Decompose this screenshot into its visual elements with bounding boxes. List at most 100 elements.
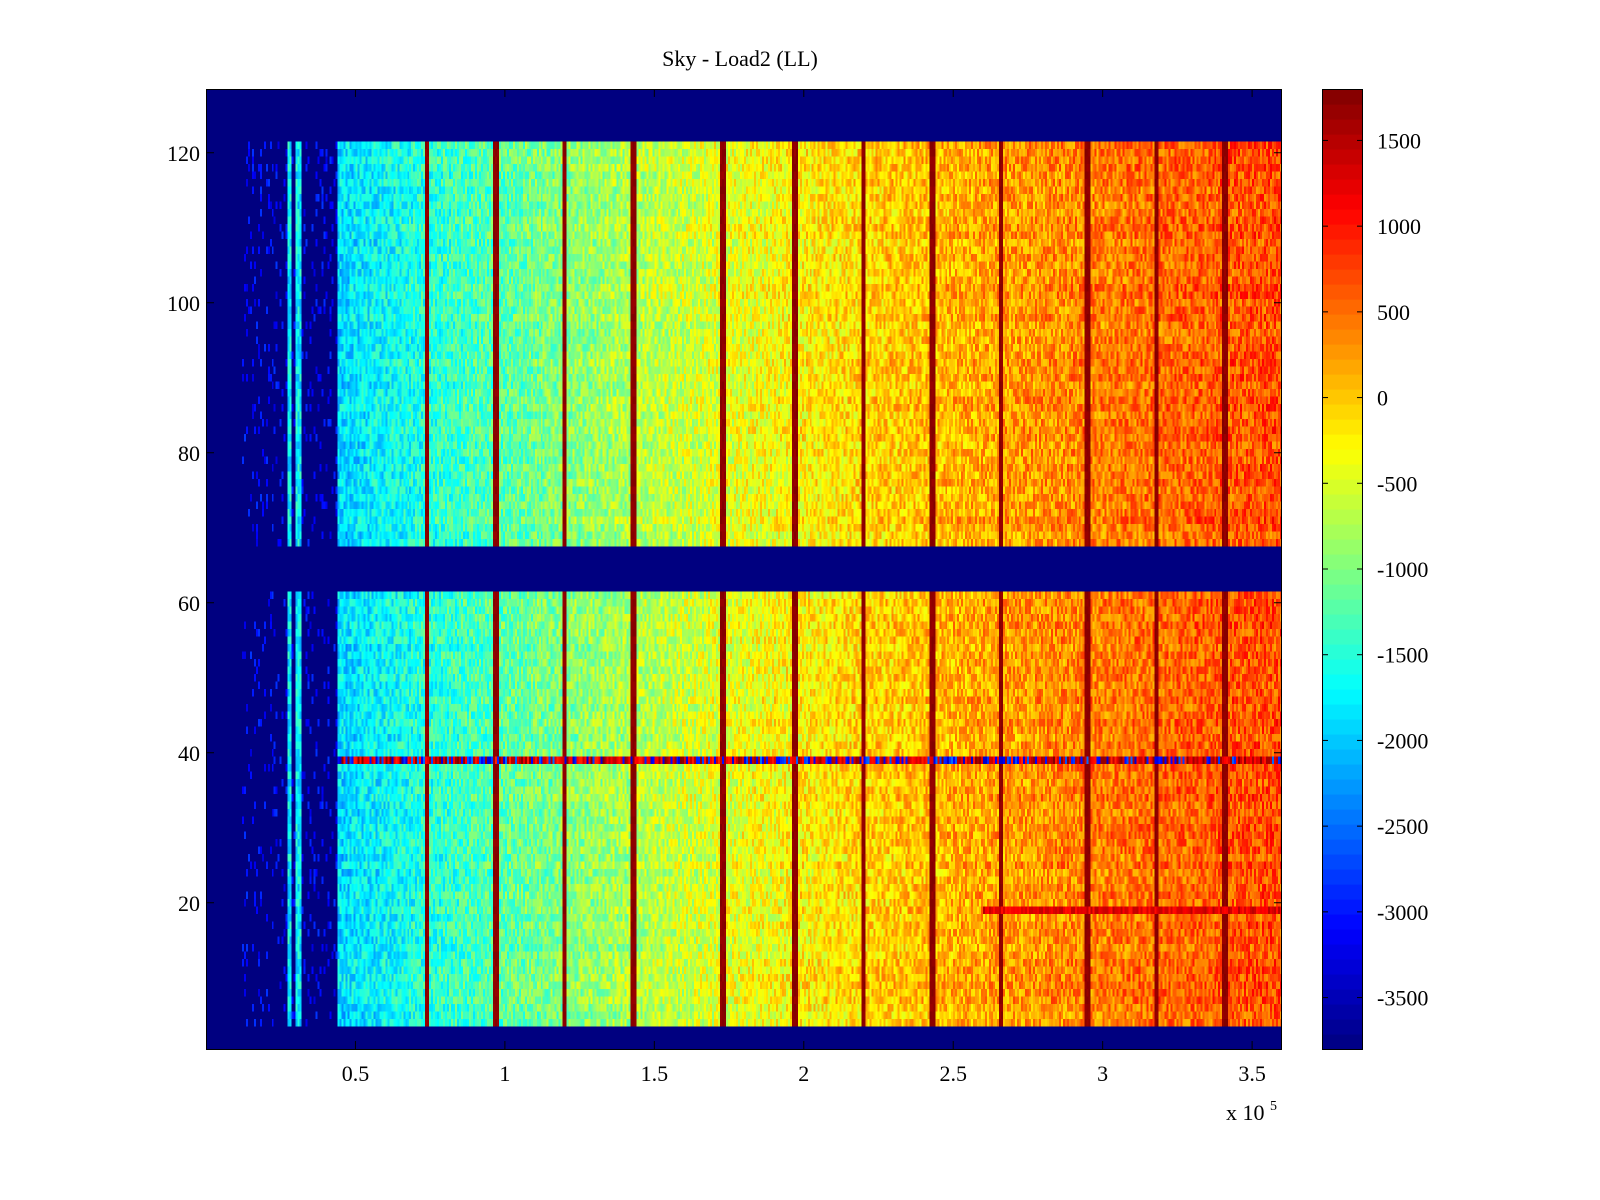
colorbar-band <box>1322 479 1363 495</box>
colorbar-band <box>1322 854 1363 870</box>
colorbar-band <box>1322 974 1363 990</box>
colorbar-band <box>1322 164 1363 180</box>
colorbar-band <box>1322 704 1363 720</box>
colorbar-band <box>1322 719 1363 735</box>
colorbar-band <box>1322 89 1363 105</box>
y-tick-label: 100 <box>167 291 200 316</box>
colorbar-tick-label: 500 <box>1377 300 1410 325</box>
y-ticks: 20 40 60 80 100 120 <box>167 141 1282 916</box>
colorbar-band <box>1322 629 1363 645</box>
colorbar-band <box>1322 989 1363 1005</box>
colorbar-band <box>1322 179 1363 195</box>
colorbar-band <box>1322 554 1363 570</box>
colorbar-band <box>1322 644 1363 660</box>
colorbar-band <box>1322 119 1363 135</box>
colorbar-band <box>1322 689 1363 705</box>
colorbar-ticks: 1500 1000 500 0 -500 -1000 -1500 -2000 -2500 -300… <box>1322 128 1428 1011</box>
colorbar-band <box>1322 1019 1363 1035</box>
colorbar-band <box>1322 749 1363 765</box>
colorbar-band <box>1322 254 1363 270</box>
colorbar-tick-label: -3000 <box>1377 900 1428 925</box>
x-exponent-label: x 10 5 <box>1226 1099 1277 1125</box>
colorbar-band <box>1322 194 1363 210</box>
y-tick-label: 20 <box>178 891 200 916</box>
y-tick-label: 120 <box>167 141 200 166</box>
colorbar-band <box>1322 944 1363 960</box>
colorbar-band <box>1322 449 1363 465</box>
colorbar-band <box>1322 314 1363 330</box>
colorbar-band <box>1322 839 1363 855</box>
colorbar-tick-label: -3500 <box>1377 986 1428 1011</box>
colorbar-tick-label: -1500 <box>1377 643 1428 668</box>
colorbar-band <box>1322 869 1363 885</box>
colorbar-band <box>1322 1004 1363 1020</box>
colorbar-band <box>1322 389 1363 405</box>
colorbar-band <box>1322 614 1363 630</box>
colorbar-band <box>1322 269 1363 285</box>
colorbar-band <box>1322 584 1363 600</box>
colorbar-gradient <box>1322 89 1363 1050</box>
colorbar-band <box>1322 359 1363 375</box>
colorbar-tick-label: 1000 <box>1377 214 1421 239</box>
x-exponent-base: x 10 <box>1226 1100 1265 1125</box>
heatmap-cells <box>206 89 1282 1049</box>
colorbar-band <box>1322 329 1363 345</box>
colorbar-tick-label: -500 <box>1377 471 1417 496</box>
y-tick-label: 60 <box>178 591 200 616</box>
heatmap-image <box>206 89 1282 1049</box>
colorbar: 1500 1000 500 0 -500 -1000 -1500 -2000 -2500 -300… <box>1322 89 1428 1050</box>
colorbar-band <box>1322 779 1363 795</box>
colorbar-band <box>1322 374 1363 390</box>
colorbar-band <box>1322 764 1363 780</box>
x-exponent-power: 5 <box>1270 1099 1277 1114</box>
colorbar-band <box>1322 1034 1363 1050</box>
colorbar-band <box>1322 284 1363 300</box>
colorbar-band <box>1322 299 1363 315</box>
colorbar-band <box>1322 914 1363 930</box>
colorbar-tick-label: 1500 <box>1377 128 1421 153</box>
colorbar-band <box>1322 659 1363 675</box>
colorbar-band <box>1322 134 1363 150</box>
colorbar-band <box>1322 344 1363 360</box>
colorbar-band <box>1322 524 1363 540</box>
colorbar-band <box>1322 104 1363 120</box>
colorbar-band <box>1322 509 1363 525</box>
colorbar-band <box>1322 209 1363 225</box>
colorbar-band <box>1322 824 1363 840</box>
x-tick-label: 3 <box>1097 1061 1108 1086</box>
x-tick-label: 1.5 <box>641 1061 669 1086</box>
colorbar-band <box>1322 809 1363 825</box>
x-tick-label: 3.5 <box>1238 1061 1266 1086</box>
x-tick-label: 2 <box>798 1061 809 1086</box>
colorbar-band <box>1322 149 1363 165</box>
heatmap-axes: 0.5 1 1.5 2 2.5 3 3.5 20 40 60 80 100 120 x 10 5 <box>167 89 1282 1125</box>
colorbar-band <box>1322 404 1363 420</box>
colorbar-band <box>1322 224 1363 240</box>
colorbar-band <box>1322 884 1363 900</box>
colorbar-tick-label: -2500 <box>1377 814 1428 839</box>
y-tick-label: 40 <box>178 741 200 766</box>
colorbar-band <box>1322 674 1363 690</box>
x-tick-label: 2.5 <box>939 1061 967 1086</box>
plot-frame <box>206 89 1282 1050</box>
colorbar-band <box>1322 959 1363 975</box>
x-tick-label: 1 <box>499 1061 510 1086</box>
colorbar-tick-label: 0 <box>1377 386 1388 411</box>
colorbar-band <box>1322 434 1363 450</box>
colorbar-band <box>1322 464 1363 480</box>
colorbar-tick-label: -1000 <box>1377 557 1428 582</box>
colorbar-band <box>1322 734 1363 750</box>
colorbar-band <box>1322 569 1363 585</box>
colorbar-band <box>1322 494 1363 510</box>
x-ticks: 0.5 1 1.5 2 2.5 3 3.5 <box>342 89 1266 1086</box>
colorbar-band <box>1322 929 1363 945</box>
colorbar-band <box>1322 239 1363 255</box>
colorbar-band <box>1322 419 1363 435</box>
colorbar-tick-label: -2000 <box>1377 728 1428 753</box>
x-tick-label: 0.5 <box>342 1061 370 1086</box>
colorbar-band <box>1322 794 1363 810</box>
colorbar-band <box>1322 899 1363 915</box>
colorbar-band <box>1322 539 1363 555</box>
colorbar-band <box>1322 599 1363 615</box>
